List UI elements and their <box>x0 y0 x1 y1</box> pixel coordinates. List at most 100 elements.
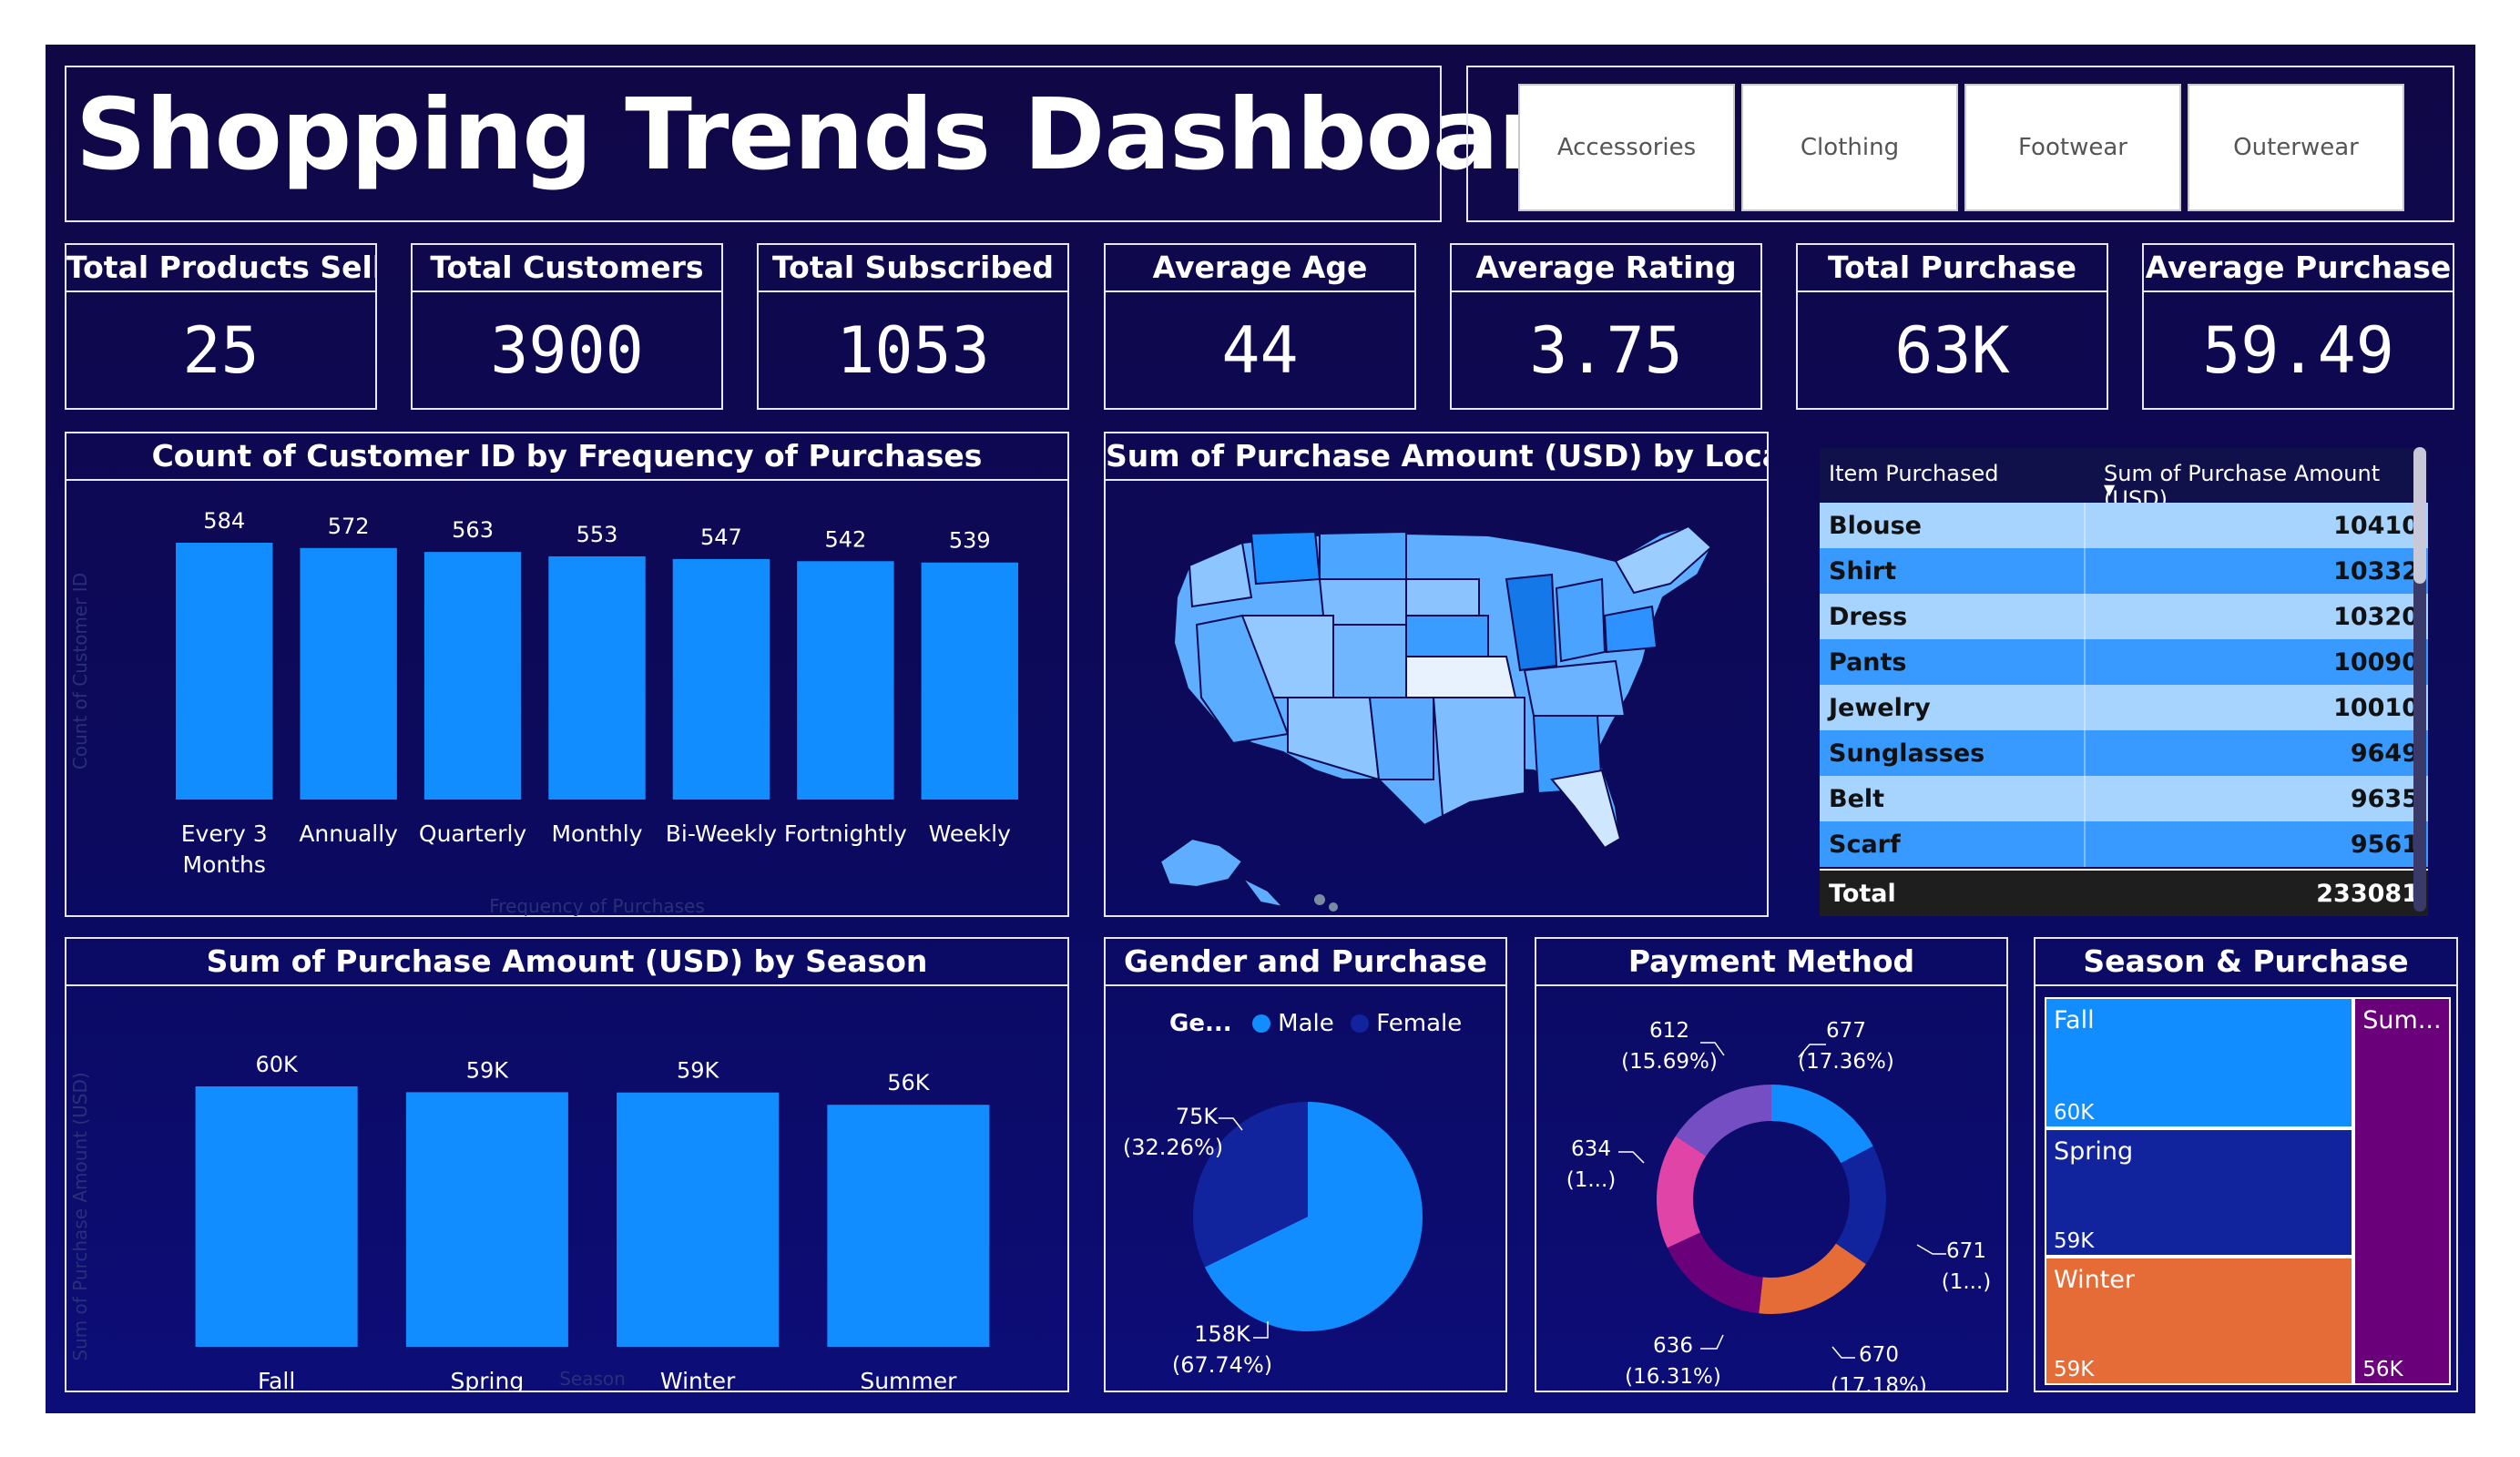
table-row[interactable]: Scarf 9561 <box>1820 821 2428 867</box>
cell-amount: 10010 <box>2333 694 2419 722</box>
dashboard-canvas: Shopping Trends Dashboard Accessories Cl… <box>46 45 2475 1413</box>
tile-name: Spring <box>2054 1137 2134 1167</box>
table-row[interactable]: Shirt 10332 <box>1820 548 2428 594</box>
slice-pct-label: (67.74%) <box>1172 1352 1272 1378</box>
table-scrollbar[interactable] <box>2413 447 2426 912</box>
total-value: 233081 <box>2316 880 2419 908</box>
scrollbar-thumb[interactable] <box>2413 447 2426 584</box>
sort-desc-icon[interactable]: ▼ <box>2104 481 2116 498</box>
panel-title: Sum of Purchase Amount (USD) by Season <box>66 939 1067 986</box>
cell-item: Belt <box>1829 785 1885 813</box>
kpi-label: Total Subscribed <box>759 245 1067 292</box>
column-header-amount[interactable]: Sum of Purchase Amount (USD) <box>2104 461 2381 512</box>
bar <box>827 1105 990 1347</box>
slicer-accessories[interactable]: Accessories <box>1518 84 1735 211</box>
panel-title: Sum of Purchase Amount (USD) by Location <box>1106 433 1767 481</box>
leader-line <box>1831 1346 1855 1359</box>
slice-value-label: 671 <box>1946 1239 1986 1263</box>
frequency-chart-panel: Count of Customer ID by Frequency of Pur… <box>65 432 1069 917</box>
dashboard-title: Shopping Trends Dashboard <box>76 78 1616 192</box>
cell-item: Pants <box>1829 648 1907 677</box>
slicer-footwear[interactable]: Footwear <box>1964 84 2181 211</box>
table-row[interactable]: Dress 10320 <box>1820 594 2428 639</box>
cell-amount: 10320 <box>2333 603 2419 631</box>
bar <box>176 543 273 800</box>
bar <box>548 555 646 800</box>
tile-value: 56K <box>2362 1358 2403 1381</box>
cell-item: Shirt <box>1829 557 1897 586</box>
table-row[interactable]: Sunglasses 9649 <box>1820 730 2428 776</box>
bar <box>300 547 397 800</box>
kpi-total-products: Total Products Sells 25 <box>65 243 377 410</box>
slice-pct-label: (15.69%) <box>1621 1050 1718 1074</box>
kpi-value: 63K <box>1894 313 2010 388</box>
legend-male[interactable]: Male <box>1278 1010 1334 1037</box>
data-label: 572 <box>328 514 370 539</box>
bar <box>672 558 770 800</box>
leader-line <box>1618 1151 1645 1164</box>
treemap-tile[interactable]: Winter 59K <box>2045 1257 2354 1385</box>
cell-item: Sunglasses <box>1829 739 1985 768</box>
x-axis-title: Season <box>559 1368 626 1390</box>
slice-pct-label: (17.18%) <box>1831 1374 1927 1391</box>
table-row[interactable]: Belt 9635 <box>1820 776 2428 821</box>
treemap-tile[interactable]: Sum... 56K <box>2353 997 2451 1385</box>
legend-title: Ge... <box>1169 1010 1232 1037</box>
kpi-value: 44 <box>1221 313 1299 388</box>
kpi-label: Total Products Sells <box>66 245 375 292</box>
x-tick-label: Spring <box>451 1368 525 1391</box>
cell-item: Dress <box>1829 603 1908 631</box>
donut-slice <box>1759 1243 1866 1314</box>
cell-amount: 10410 <box>2333 512 2419 540</box>
table-row[interactable]: Blouse 10410 <box>1820 503 2428 548</box>
table-row[interactable]: Pants 10090 <box>1820 639 2428 685</box>
slicer-clothing[interactable]: Clothing <box>1741 84 1958 211</box>
data-label: 56K <box>887 1070 931 1095</box>
kpi-value: 3900 <box>490 313 644 388</box>
panel-title: Season & Purchase <box>2035 939 2456 986</box>
tile-name: Sum... <box>2362 1006 2442 1034</box>
slice-pct-label: (32.26%) <box>1123 1135 1223 1160</box>
panel-title: Payment Method <box>1536 939 2006 986</box>
usa-map[interactable] <box>1106 479 1767 916</box>
slice-value-label: 636 <box>1653 1334 1693 1358</box>
donut-slice <box>1675 1085 1771 1156</box>
x-tick-label: Months <box>183 851 266 878</box>
kpi-label: Total Purchase <box>1798 245 2107 292</box>
tile-value: 60K <box>2054 1101 2095 1126</box>
category-slicer: Accessories Clothing Footwear Outerwear <box>1466 66 2454 222</box>
kpi-value: 25 <box>182 313 260 388</box>
tile-value: 59K <box>2054 1357 2095 1381</box>
tile-name: Winter <box>2054 1266 2136 1295</box>
x-tick-label: Monthly <box>551 820 642 847</box>
data-label: 539 <box>949 528 991 554</box>
kpi-total-purchase: Total Purchase 63K <box>1796 243 2108 410</box>
usa-map-states[interactable] <box>1158 525 1713 912</box>
leader-line <box>1253 1321 1269 1339</box>
data-label: 563 <box>452 517 494 543</box>
x-axis-title: Frequency of Purchases <box>489 895 705 916</box>
kpi-label: Total Customers <box>413 245 721 292</box>
bar <box>195 1086 358 1347</box>
treemap-tile[interactable]: Spring 59K <box>2045 1128 2354 1258</box>
tile-name: Fall <box>2054 1006 2095 1034</box>
x-tick-label: Bi-Weekly <box>666 820 778 847</box>
data-label: 547 <box>700 525 742 550</box>
gender-pie-chart: 158K (67.74%) 75K (32.26%) <box>1123 1102 1423 1378</box>
kpi-average-rating: Average Rating 3.75 <box>1450 243 1762 410</box>
kpi-value: 59.49 <box>2202 313 2394 388</box>
slice-value-label: 75K <box>1176 1104 1219 1129</box>
leader-line <box>1916 1244 1946 1255</box>
table-row[interactable]: Jewelry 10010 <box>1820 685 2428 730</box>
slice-value-label: 670 <box>1859 1343 1899 1367</box>
cell-item: Scarf <box>1829 830 1901 859</box>
female-legend-dot <box>1351 1014 1369 1033</box>
data-label: 59K <box>677 1058 720 1084</box>
treemap-tile[interactable]: Fall 60K <box>2045 997 2354 1129</box>
tile-value: 59K <box>2054 1229 2095 1254</box>
donut-slice <box>1657 1136 1707 1248</box>
column-header-item[interactable]: Item Purchased <box>1829 461 1999 486</box>
slicer-outerwear[interactable]: Outerwear <box>2188 84 2404 211</box>
column-divider <box>2084 503 2086 867</box>
legend-female[interactable]: Female <box>1376 1010 1463 1037</box>
